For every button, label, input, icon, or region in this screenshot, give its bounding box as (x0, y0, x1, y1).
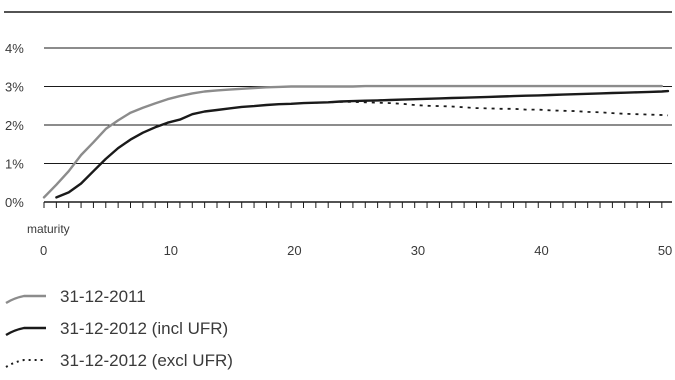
grid-lines (44, 47, 672, 203)
y-tick-label: 0% (5, 195, 24, 210)
legend: 31-12-2011 31-12-2012 (incl UFR) 31-12-2… (0, 281, 400, 377)
legend-item-2012-incl-ufr: 31-12-2012 (incl UFR) (0, 313, 400, 345)
x-tick-label: 10 (164, 243, 178, 258)
legend-item-2012-excl-ufr: 31-12-2012 (excl UFR) (0, 345, 400, 377)
x-axis-title: maturity (27, 222, 70, 236)
x-tick-label: 20 (287, 243, 301, 258)
legend-label-2012-incl-ufr: 31-12-2012 (incl UFR) (60, 319, 229, 338)
y-tick-labels: 0% 1% 2% 3% 4% (5, 41, 24, 210)
x-tick-label: 30 (411, 243, 425, 258)
x-tick-marks (43, 202, 663, 208)
legend-label-2012-excl-ufr: 31-12-2012 (excl UFR) (60, 351, 233, 370)
x-tick-label: 0 (40, 243, 47, 258)
legend-label-2011: 31-12-2011 (60, 287, 146, 306)
series-2012-incl-ufr-line (55, 89, 670, 199)
x-tick-label: 40 (534, 243, 548, 258)
legend-swatch-2011 (5, 294, 46, 305)
series-2012-excl-ufr-line (315, 101, 669, 117)
x-tick-labels: 0 10 20 30 40 50 (40, 243, 672, 258)
legend-swatch-2012-excl-ufr (5, 359, 46, 368)
legend-item-2011: 31-12-2011 (0, 281, 400, 313)
y-tick-label: 1% (5, 157, 24, 172)
x-tick-label: 50 (658, 243, 672, 258)
legend-swatch-2012-incl-ufr (5, 326, 46, 337)
y-tick-label: 3% (5, 80, 24, 95)
series-2011-line (42, 84, 663, 199)
y-tick-label: 4% (5, 41, 24, 56)
y-tick-label: 2% (5, 118, 24, 133)
series-lines (42, 84, 670, 199)
